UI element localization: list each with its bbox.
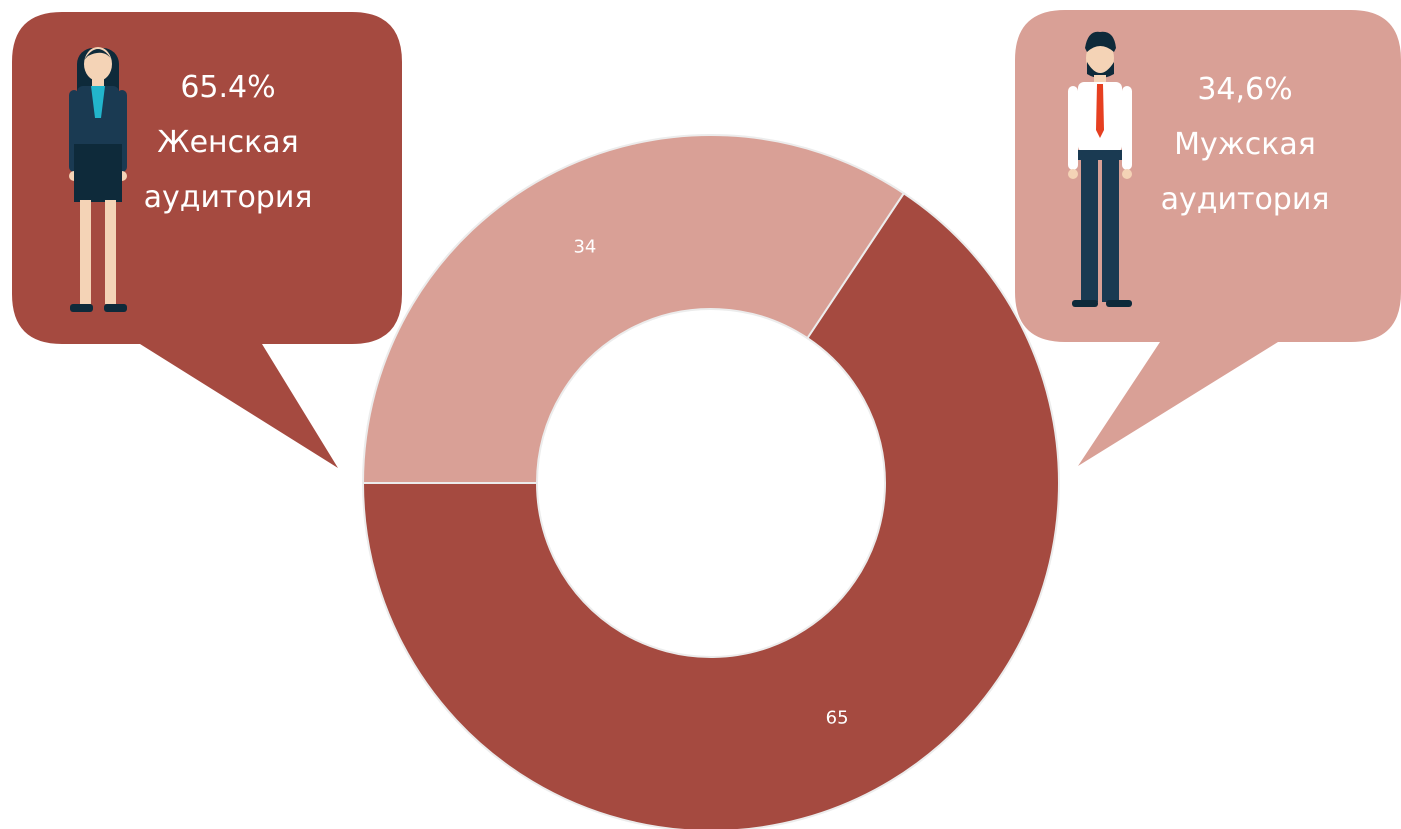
donut-label-34: 34: [573, 237, 596, 258]
female-label-line1: Женская: [157, 125, 299, 160]
female-percent: 65.4%: [180, 70, 276, 105]
male-label-line2: аудитория: [1160, 182, 1330, 217]
female-callout: [12, 12, 402, 468]
female-callout-text: 65.4% Женская аудитория: [138, 60, 318, 225]
male-callout-text: 34,6% Мужская аудитория: [1150, 62, 1340, 227]
male-callout: [1015, 10, 1401, 466]
woman-icon: [69, 47, 127, 312]
male-label-line1: Мужская: [1174, 127, 1316, 162]
donut-chart: 65 34: [361, 134, 1060, 829]
female-label-line2: аудитория: [143, 180, 313, 215]
donut-slice-34: [361, 134, 906, 484]
donut-slice-65: [361, 191, 1060, 829]
male-percent: 34,6%: [1197, 72, 1293, 107]
donut-label-65: 65: [826, 707, 849, 728]
man-icon: [1068, 31, 1132, 307]
